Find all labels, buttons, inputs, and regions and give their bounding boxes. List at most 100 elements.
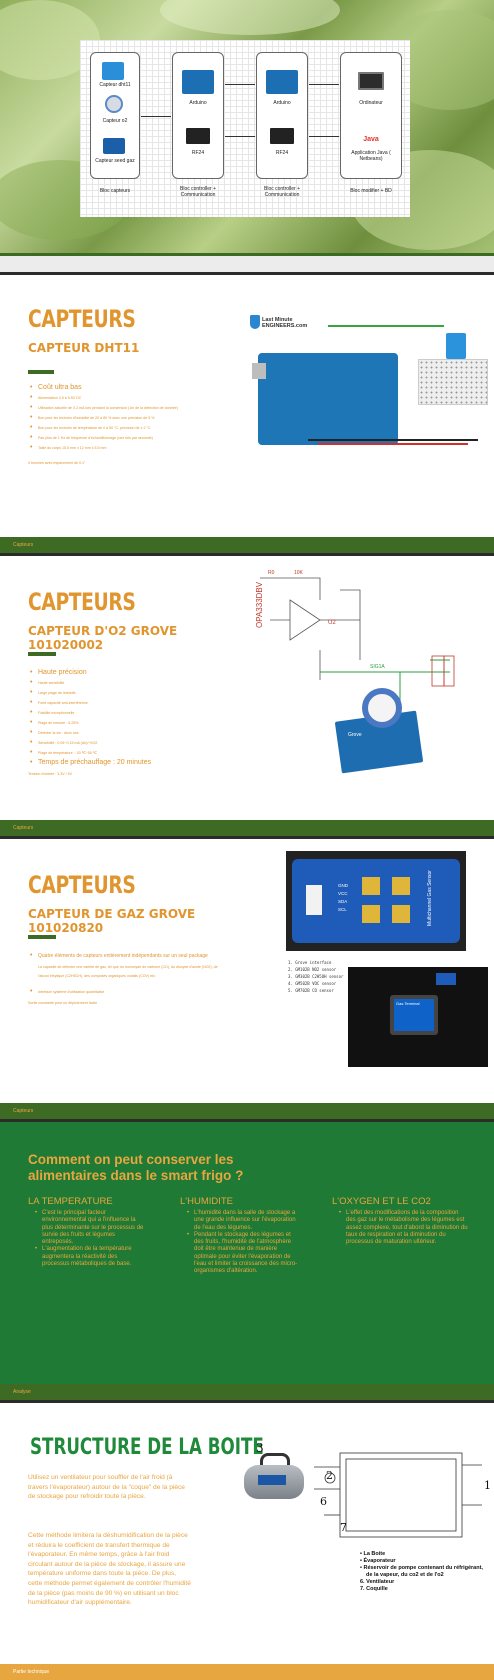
legend-item: 2. GM102B NO2 sensor (288, 967, 337, 972)
rf24-image-2 (270, 128, 294, 144)
architecture-diagram: Capteur dht11 Capteur o2 Capteur seed ga… (80, 40, 410, 217)
diagram-number-1: 1 (484, 1479, 491, 1492)
divider-5 (0, 1400, 494, 1403)
terminal-sensor (436, 973, 456, 985)
grove-connector (306, 885, 322, 915)
bullet: Coût ultra bas (28, 383, 178, 393)
col-humidite-title: L'HUMIDITE (180, 1196, 234, 1207)
list-item: L'augmentation de la température augment… (34, 1246, 144, 1268)
slide4-note: Sortie constante pour un déploiement fac… (28, 1001, 98, 1005)
lettuce-background (0, 0, 494, 250)
bullet: Fiabilité exceptionnelle (28, 708, 151, 718)
slide3-footer: Capteurs (0, 820, 494, 836)
slide2-bullets: Coût ultra bas Alimentation 3.5 à 5.5V D… (28, 383, 178, 453)
pin-sda: SDA (338, 899, 348, 904)
pin-vcc: VCC (338, 891, 348, 896)
bullet: Plage de température : -20 ℃~50 ℃ (28, 748, 151, 758)
slide4-bullets-b: Interface système d'utilisation quantita… (28, 987, 104, 997)
slide-dht11: CAPTEURS CAPTEUR DHT11 Coût ultra bas Al… (0, 275, 494, 553)
slide2-note: 4 broches avec espacement de 0.1" (28, 461, 86, 465)
o2-schematic: OPA333DBV U2 R0 10K SIG1A (255, 570, 455, 700)
slide-gas-sensor: CAPTEURS CAPTEUR DE GAZ GROVE 101020820 … (0, 839, 494, 1119)
application-java-label: Application Java ( Netbeans) (351, 150, 391, 162)
wire-red (318, 443, 468, 445)
divider-2 (0, 553, 494, 556)
bullet: Plage de mesure : 0-25% (28, 718, 151, 728)
bullet: Large plage de linéarité (28, 688, 151, 698)
slide1-footer: Architecture globale du système (0, 253, 494, 256)
bullet: Détecter la vie : deux ans (28, 728, 151, 738)
usb-port (252, 363, 266, 379)
board-text: Multichannel Gas Sensor (426, 870, 433, 926)
slide3-accent-bar (28, 652, 56, 656)
schematic-r10k-label: 10K (294, 570, 304, 576)
arduino-image-2 (266, 70, 298, 94)
pump-handle (260, 1453, 290, 1465)
bloc-modifier (340, 52, 402, 179)
legend-text: Ventilateur (366, 1579, 395, 1585)
ordinateur-label: Ordinateur (359, 100, 383, 106)
legend-item: • Évaporateur (360, 1558, 396, 1564)
bullet-text: La capacité de détecter une variété de g… (38, 965, 218, 978)
legend-item: • Réservoir de pompe contenant du réfrig… (360, 1565, 483, 1578)
legend-text: Coquille (366, 1586, 388, 1592)
arduino-label-2: Arduino (273, 100, 291, 106)
pump-label-plate (258, 1475, 286, 1485)
slide2-footer: Capteurs (0, 537, 494, 553)
arrow-5 (309, 136, 339, 137)
structure-legend: • La Boite • Évaporateur • Réservoir de … (360, 1551, 490, 1593)
list-item: L'effet des modifications de la composit… (338, 1210, 468, 1246)
o2-sensor-label: Grove (348, 732, 362, 738)
bullet: Pas plus de 1 Hz de fréquence d’échantil… (28, 433, 178, 443)
gas-sensor-image (103, 138, 125, 154)
engineers-logo-icon (250, 315, 260, 329)
dht11-module (446, 333, 466, 359)
slide2-accent-bar (28, 370, 54, 374)
gas-sensor-legend: 1. Grove interface 2. GM102B NO2 sensor … (288, 959, 343, 994)
slide3-subtitle: CAPTEUR D'O2 GROVE 101020002 (28, 624, 178, 652)
vacuum-pump-image (240, 1447, 316, 1507)
slide-o2-sensor: CAPTEURS CAPTEUR D'O2 GROVE 101020002 Ha… (0, 556, 494, 836)
pin-gnd: GND (338, 883, 348, 888)
slide3-bullets: Haute précision Haute sensibilité Large … (28, 668, 151, 768)
bullet: Haute sensibilité (28, 678, 151, 688)
schematic-r0-label: R0 (268, 570, 275, 576)
diagram-number-3: 3 (256, 1441, 264, 1455)
box-structure-diagram (314, 1452, 482, 1538)
col-humidite-items: L'humidité dans la salle de stockage a u… (186, 1210, 300, 1276)
bullet: Bon pour les lectures de température de … (28, 423, 178, 433)
legend-num: 6. (360, 1579, 365, 1585)
slide6-paragraph-2: Cette méthode limitera la déshumidificat… (28, 1532, 191, 1607)
legend-item: 7. Coquille (360, 1586, 490, 1593)
bullet: Haute précision (28, 668, 151, 678)
capteur-dht11-label: Capteur dht11 (99, 82, 131, 88)
rf24-image-1 (186, 128, 210, 144)
slide4-bullets: Quatre éléments de capteurs entièrement … (28, 951, 208, 961)
gas-terminal-photo: Gas Terminal (348, 967, 488, 1067)
slide3-title: CAPTEURS (28, 588, 136, 616)
legend-item: 6. Ventilateur (360, 1579, 490, 1586)
slide4-bullet-2: La capacité de détecter une variété de g… (38, 963, 218, 981)
computer-icon (358, 72, 384, 90)
arrow-4 (309, 84, 339, 85)
col-temperature-title: LA TEMPERATURE (28, 1196, 113, 1207)
bullet: Sensibilité : 0,05~0,15 mA (Air)/ %O2 (28, 738, 151, 748)
legend-item: 3. GM302B C2H5OH sensor (288, 974, 344, 979)
legend-item: • La Boite (360, 1551, 386, 1557)
diagram-number-6: 6 (320, 1495, 327, 1508)
schematic-sig-label: SIG1A (370, 664, 385, 670)
legend-item: 1. Grove interface (288, 960, 332, 965)
wire-black (308, 439, 478, 441)
pin-scl: SCL (338, 907, 347, 912)
legend-item: 5. GM702B CO sensor (288, 988, 334, 993)
divider-1 (0, 272, 494, 275)
bloc-controller-caption-1: Bloc controller + Communication (180, 186, 216, 198)
legend-item: 4. GM502B VOC sensor (288, 981, 337, 986)
capteur-o2-label: Capteur o2 (102, 118, 128, 124)
engineers-logo-text: Last Minute ENGINEERS.com (262, 317, 308, 329)
divider-3 (0, 836, 494, 839)
slide4-subtitle: CAPTEUR DE GAZ GROVE 101020820 (28, 907, 196, 935)
dht11-image (102, 62, 124, 80)
slide4-title: CAPTEURS (28, 871, 136, 899)
legend-text: La Boite (363, 1551, 386, 1557)
